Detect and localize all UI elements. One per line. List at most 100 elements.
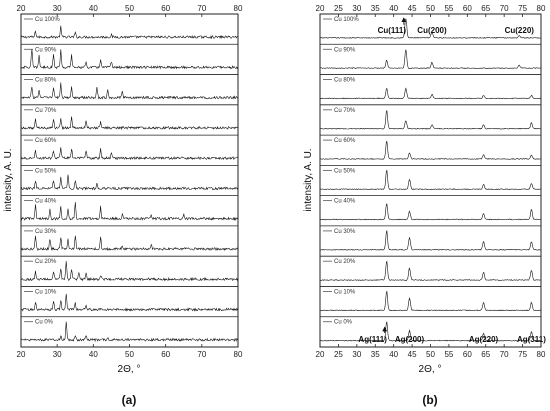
- legend-entry: Cu 90%: [35, 47, 57, 53]
- panel-b-x-axis-label: 2Θ, °: [419, 364, 442, 375]
- top-tick-label: 40: [389, 4, 398, 13]
- top-tick-label: 70: [197, 4, 206, 13]
- bottom-tick-label: 60: [463, 350, 472, 359]
- top-tick-label: 65: [481, 4, 490, 13]
- panel-b-top-ticks: 20 25 30 35 40 45 50 55 60 65 70 75 80: [316, 4, 546, 17]
- bottom-tick-label: 30: [352, 350, 361, 359]
- bottom-tick-label: 65: [481, 350, 490, 359]
- legend-entry: Cu 50%: [35, 168, 57, 174]
- peak-annotation: Ag(111): [358, 335, 387, 344]
- diffraction-trace: [319, 260, 542, 281]
- bottom-tick-label: 35: [371, 350, 380, 359]
- legend-entry: Cu 30%: [334, 229, 356, 235]
- bottom-tick-label: 30: [53, 350, 62, 359]
- diffraction-trace: [20, 49, 239, 70]
- diffraction-trace: [20, 25, 239, 40]
- legend-entry: Cu 40%: [35, 199, 57, 205]
- top-tick-label: 55: [444, 4, 453, 13]
- legend-entry: Cu 0%: [35, 320, 54, 326]
- top-tick-label: 25: [334, 4, 343, 13]
- diffraction-trace: [319, 18, 542, 39]
- diffraction-trace: [20, 235, 239, 251]
- legend-entry: Cu 100%: [35, 17, 60, 23]
- peak-annotation: Cu(220): [505, 26, 535, 35]
- legend-entry: Cu 50%: [334, 168, 356, 174]
- bottom-tick-label: 50: [125, 350, 134, 359]
- bottom-tick-label: 45: [408, 350, 417, 359]
- legend-entry: Cu 60%: [334, 138, 356, 144]
- legend-entry: Cu 80%: [35, 78, 57, 84]
- bottom-tick-label: 80: [537, 350, 546, 359]
- diffraction-trace: [20, 321, 239, 343]
- legend-entry: Cu 20%: [334, 259, 356, 265]
- top-tick-label: 35: [371, 4, 380, 13]
- bottom-tick-label: 80: [234, 350, 243, 359]
- top-tick-label: 45: [408, 4, 417, 13]
- diffraction-trace: [20, 116, 239, 131]
- panel-b-frame: [319, 13, 542, 348]
- top-tick-label: 50: [125, 4, 134, 13]
- bottom-tick-label: 40: [89, 350, 98, 359]
- bottom-tick-label: 75: [518, 350, 527, 359]
- bottom-tick-label: 55: [444, 350, 453, 359]
- panel-b-labels: Cu 100% Cu 90% Cu 80% Cu 70% Cu 60% Cu 50% Cu …: [323, 17, 359, 326]
- top-tick-label: 70: [500, 4, 509, 13]
- diffraction-trace: [20, 147, 239, 161]
- peak-annotation: Ag(200): [395, 335, 425, 344]
- top-tick-label: 30: [53, 4, 62, 13]
- bottom-tick-label: 50: [426, 350, 435, 359]
- legend-entry: Cu 40%: [334, 199, 356, 205]
- bottom-tick-label: 40: [389, 350, 398, 359]
- peak-annotation: Ag(220): [469, 335, 499, 344]
- legend-entry: Cu 70%: [334, 108, 356, 114]
- panel-a-bottom-ticks: 20 30 40 50 60 70 80: [17, 344, 243, 359]
- top-tick-label: 80: [537, 4, 546, 13]
- bottom-tick-label: 70: [197, 350, 206, 359]
- legend-entry: Cu 0%: [334, 320, 353, 326]
- panel-b-y-axis-label: intensity, A. U.: [303, 148, 314, 211]
- diffraction-trace: [319, 229, 541, 251]
- diffraction-trace: [20, 261, 239, 282]
- top-tick-label: 40: [89, 4, 98, 13]
- legend-entry: Cu 10%: [35, 289, 57, 295]
- panel-b-label: (b): [422, 393, 437, 407]
- legend-entry: Cu 70%: [35, 108, 57, 114]
- bottom-tick-label: 60: [161, 350, 170, 359]
- panel-a-traces: [20, 25, 239, 343]
- panel-a-y-axis-label: intensity, A. U.: [3, 148, 14, 211]
- bottom-tick-label: 25: [334, 350, 343, 359]
- legend-entry: Cu 90%: [334, 47, 356, 53]
- top-tick-label: 20: [316, 4, 325, 13]
- legend-entry: Cu 80%: [334, 78, 356, 84]
- top-tick-label: 60: [463, 4, 472, 13]
- diffraction-trace: [319, 49, 542, 69]
- top-tick-label: 50: [426, 4, 435, 13]
- legend-entry: Cu 10%: [334, 289, 356, 295]
- top-tick-label: 20: [17, 4, 26, 13]
- diffraction-trace: [319, 140, 542, 160]
- diffraction-trace: [20, 174, 239, 191]
- panel-b-annotations: Cu(111) Cu(200) Cu(220) Ag(111) Ag(200) Ag(22…: [358, 17, 546, 344]
- legend-entry: Cu 20%: [35, 259, 57, 265]
- diffraction-trace: [319, 321, 542, 342]
- peak-annotation: Cu(111): [378, 26, 407, 35]
- bottom-tick-label: 70: [500, 350, 509, 359]
- legend-entry: Cu 30%: [35, 229, 57, 235]
- diffraction-trace: [20, 202, 239, 222]
- diffraction-trace: [320, 169, 541, 191]
- diffraction-trace: [319, 109, 542, 130]
- panel-b-traces: [319, 18, 542, 342]
- panel-a-label: (a): [122, 393, 137, 407]
- legend-entry: Cu 100%: [334, 17, 359, 23]
- diffraction-trace: [319, 87, 542, 100]
- peak-annotation: Cu(200): [417, 26, 447, 35]
- panel-a-labels: Cu 100% Cu 90% Cu 80% Cu 70% Cu 60% Cu 50% Cu …: [24, 17, 60, 326]
- top-tick-label: 80: [234, 4, 243, 13]
- panel-a-x-axis-label: 2Θ, °: [118, 364, 141, 375]
- panel-a: 20 30 40 50 60 70 80 20 30 40 50 60 70 80 Cu 100%Cu …: [3, 4, 243, 407]
- top-tick-label: 30: [352, 4, 361, 13]
- diffraction-trace: [319, 203, 542, 221]
- diffraction-trace: [319, 290, 541, 312]
- panel-b: 20 25 30 35 40 45 50 55 60 65 70 75 80 20 25 30 35 40 45 5…: [303, 4, 546, 407]
